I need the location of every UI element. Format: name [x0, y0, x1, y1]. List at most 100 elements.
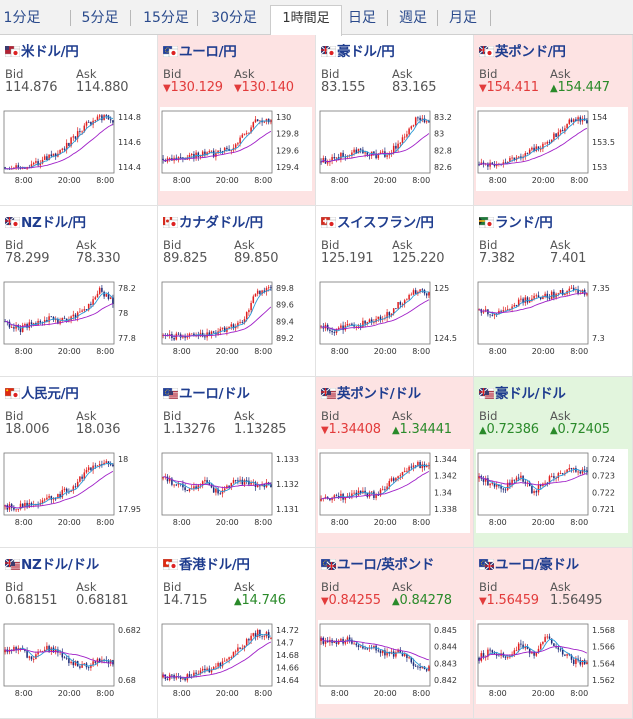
candle-body [482, 478, 485, 482]
pair-name[interactable]: ユーロ/豪ドル [495, 557, 579, 573]
currency-card[interactable]: 英ポンド/ドル Bid Ask ▼1.34408 ▲1.34441 1.344 1.342 1… [316, 377, 474, 548]
currency-card[interactable]: NZドル/円 Bid Ask 78.299 78.330 78.2 78 77.8 8:00 20… [0, 206, 158, 377]
candle-body [491, 483, 494, 484]
price-chart[interactable]: 1.133 1.132 1.131 8:00 20:00 8:00 [160, 449, 312, 533]
price-chart[interactable]: 0.682 0.68 8:00 20:00 8:00 [2, 620, 154, 704]
bid-label: Bid [163, 580, 182, 594]
candle-body [557, 293, 560, 295]
currency-card[interactable]: NZドル/ドル Bid Ask 0.68151 0.68181 0.682 0.68 8:00… [0, 548, 158, 719]
price-chart[interactable]: 154 153.5 153 8:00 20:00 8:00 [476, 107, 628, 191]
currency-card[interactable]: 米ドル/円 Bid Ask 114.876 114.880 114.8 114.6 114.4… [0, 35, 158, 206]
candle-body [359, 490, 362, 494]
pair-name[interactable]: 香港ドル/円 [179, 557, 250, 573]
price-chart[interactable]: 1.568 1.566 1.564 1.562 8:00 20:00 8:00 [476, 620, 628, 704]
currency-card[interactable]: ランド/円 Bid Ask 7.382 7.401 7.35 7.3 8:00 20:00 8:0… [474, 206, 633, 377]
chart-background [160, 278, 312, 362]
candle-body [397, 476, 399, 479]
candle-body [495, 484, 498, 487]
price-chart[interactable]: 125 124.5 8:00 20:00 8:00 [318, 278, 470, 362]
price-chart[interactable]: 83.2 83 82.8 82.6 8:00 20:00 8:00 [318, 107, 470, 191]
candle-body [353, 149, 355, 153]
us-jp-flag-icon [4, 42, 21, 58]
tab-6[interactable]: 日足 [348, 10, 376, 26]
candle-body [52, 153, 55, 157]
chart-frame [319, 110, 431, 174]
candle-body [92, 299, 94, 305]
candle-body [13, 647, 15, 652]
pair-name[interactable]: ユーロ/ドル [179, 386, 250, 402]
tab-7[interactable]: 週足 [399, 10, 427, 26]
pair-name[interactable]: NZドル/円 [21, 215, 86, 231]
currency-card[interactable]: ユーロ/ドル Bid Ask 1.13276 1.13285 1.133 1.132 1.13… [158, 377, 316, 548]
pair-name[interactable]: 人民元/円 [21, 386, 79, 402]
candle-body [254, 482, 257, 488]
candle-body [248, 639, 250, 641]
currency-card[interactable]: 豪ドル/ドル Bid Ask ▲0.72386 ▲0.72405 0.724 0.723 0.… [474, 377, 633, 548]
candle-body [72, 136, 75, 138]
candle-body [570, 287, 573, 289]
candle-body [539, 484, 542, 487]
moving-average-line [4, 648, 114, 667]
pair-name[interactable]: NZドル/ドル [21, 557, 99, 573]
price-chart[interactable]: 114.8 114.6 114.4 8:00 20:00 8:00 [2, 107, 154, 191]
tab-4[interactable]: 30分足 [211, 10, 257, 26]
currency-card[interactable]: ユーロ/円 Bid Ask ▼130.129 ▼130.140 130 129.8 129.6… [158, 35, 316, 206]
candle-body [375, 494, 377, 498]
pair-name[interactable]: ユーロ/英ポンド [337, 557, 435, 573]
candle-body [526, 646, 529, 649]
candle-body [572, 287, 575, 291]
candle-body [41, 651, 44, 652]
price-chart[interactable]: 130 129.8 129.6 129.4 8:00 20:00 8:00 [160, 107, 312, 191]
pair-name[interactable]: 英ポンド/ドル [337, 386, 421, 402]
candle-body [581, 118, 584, 122]
currency-card[interactable]: 人民元/円 Bid Ask 18.006 18.036 18 17.95 8:00 20:00 8… [0, 377, 158, 548]
bid-value: 1.34408 [328, 422, 382, 437]
currency-card[interactable]: 香港ドル/円 Bid Ask 14.715 ▲14.746 14.72 14.7 14.68 1… [158, 548, 316, 719]
price-chart[interactable]: 18 17.95 8:00 20:00 8:00 [2, 449, 154, 533]
candle-body [568, 468, 571, 470]
candle-body [83, 472, 86, 479]
candle-body [564, 128, 566, 132]
candle-body [517, 156, 520, 158]
candle-body [90, 121, 92, 125]
price-chart[interactable]: 1.344 1.342 1.34 1.338 8:00 20:00 8:00 [318, 449, 470, 533]
currency-card[interactable]: ユーロ/豪ドル Bid Ask ▼1.56459 1.56495 1.568 1.566 1.… [474, 548, 633, 719]
currency-card[interactable]: 英ポンド/円 Bid Ask ▼154.411 ▲154.447 154 153.5 153 8… [474, 35, 633, 206]
pair-name[interactable]: 豪ドル/ドル [495, 386, 566, 402]
y-tick-label: 14.66 [276, 664, 299, 673]
candle-body [19, 327, 22, 332]
candle-body [237, 322, 239, 327]
pair-name[interactable]: カナダドル/円 [179, 215, 263, 231]
price-chart[interactable]: 7.35 7.3 8:00 20:00 8:00 [476, 278, 628, 362]
tab-2[interactable]: 5分足 [81, 10, 119, 26]
pair-name[interactable]: ユーロ/円 [179, 44, 237, 60]
pair-name[interactable]: 米ドル/円 [21, 44, 79, 60]
chart-frame [319, 623, 431, 687]
candle-body [259, 290, 261, 294]
x-tick-label: 8:00 [331, 518, 349, 527]
candle-body [520, 156, 522, 159]
tab-5[interactable]: 1時間足 [270, 5, 342, 36]
price-chart[interactable]: 14.72 14.7 14.68 14.66 14.64 8:00 20:00 8:00 [160, 620, 312, 704]
currency-card[interactable]: スイスフラン/円 Bid Ask 125.191 125.220 125 124.5 8:00… [316, 206, 474, 377]
currency-card[interactable]: カナダドル/円 Bid Ask 89.825 89.850 89.8 89.6 89.4 89.… [158, 206, 316, 377]
ask-label: Ask [550, 409, 571, 423]
bid-label: Bid [5, 409, 24, 423]
pair-name[interactable]: ランド/円 [495, 215, 553, 231]
pair-name[interactable]: 英ポンド/円 [495, 44, 566, 60]
pair-name[interactable]: 豪ドル/円 [337, 44, 395, 60]
tab-3[interactable]: 15分足 [143, 10, 189, 26]
pair-name[interactable]: スイスフラン/円 [337, 215, 434, 231]
candle-body [241, 322, 244, 324]
price-chart[interactable]: 0.845 0.844 0.843 0.842 8:00 20:00 8:00 [318, 620, 470, 704]
tab-1[interactable]: 1分足 [3, 10, 41, 26]
candle-body [550, 638, 553, 644]
currency-card[interactable]: 豪ドル/円 Bid Ask 83.155 83.165 83.2 83 82.8 82.6 8:0… [316, 35, 474, 206]
price-chart[interactable]: 0.724 0.723 0.722 0.721 8:00 20:00 8:00 [476, 449, 628, 533]
chart-background [160, 620, 312, 704]
x-tick-label: 8:00 [96, 518, 114, 527]
price-chart[interactable]: 78.2 78 77.8 8:00 20:00 8:00 [2, 278, 154, 362]
tab-8[interactable]: 月足 [449, 10, 477, 26]
price-chart[interactable]: 89.8 89.6 89.4 89.2 8:00 20:00 8:00 [160, 278, 312, 362]
currency-card[interactable]: ユーロ/英ポンド Bid Ask ▼0.84255 ▲0.84278 0.845 0.844… [316, 548, 474, 719]
